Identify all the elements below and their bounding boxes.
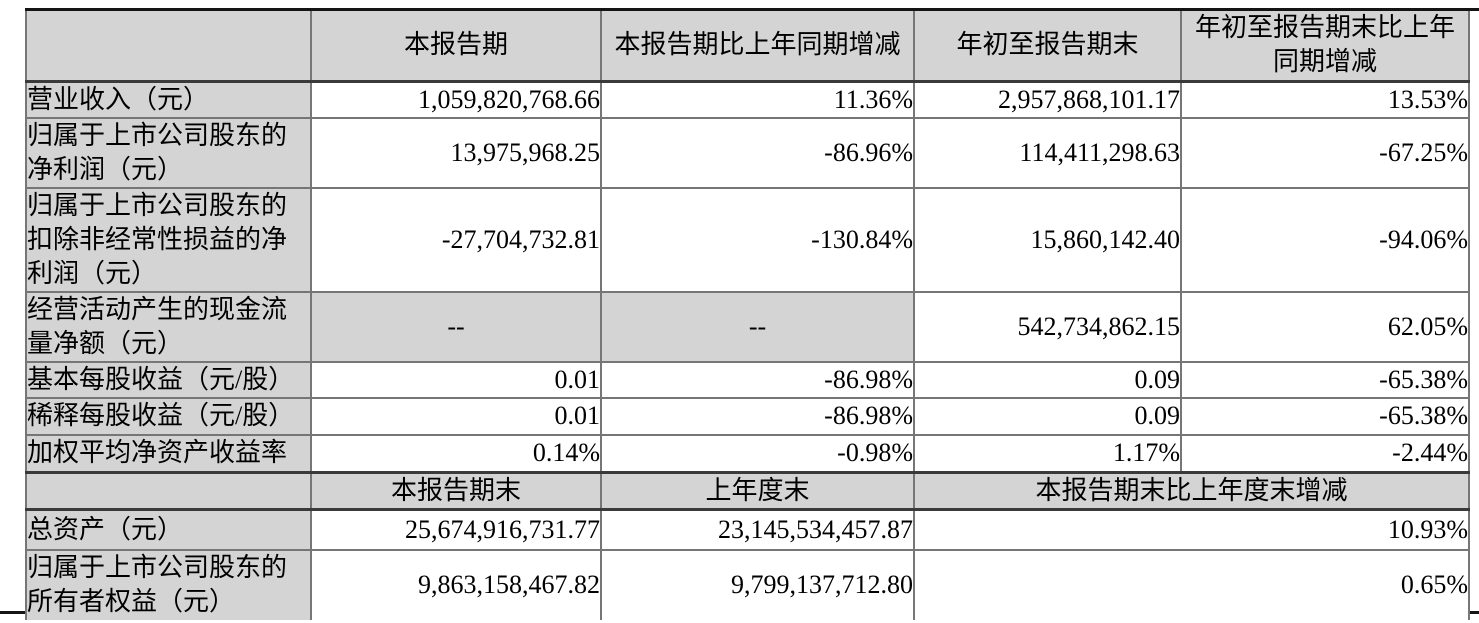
header-current-period: 本报告期: [310, 11, 602, 82]
label-line: 所有者权益（元）: [27, 587, 236, 616]
label-line: 净利润（元）: [27, 154, 184, 184]
row-label: 归属于上市公司股东的 所有者权益（元）: [25, 548, 312, 620]
cell-yoy-change: -86.98%: [600, 396, 915, 436]
cell-change-vs-prev-year-end: 10.93%: [913, 508, 1470, 551]
cell-current-period: -27,704,732.81: [310, 186, 602, 293]
header-line: 同期增减: [1272, 47, 1377, 77]
label-line: 归属于上市公司股东的: [27, 553, 288, 582]
header-empty-cell: [25, 471, 312, 511]
row-label: 总资产（元）: [25, 508, 312, 551]
row-basic-eps: 基本每股收益（元/股） 0.01 -86.98% 0.09 -65.38%: [25, 360, 1470, 399]
label-line: 量净额（元）: [27, 328, 184, 358]
cell-current-period: 0.01: [310, 360, 602, 399]
label-line: 营业收入（元）: [27, 84, 210, 114]
cell-ytd-yoy-change: 13.53%: [1180, 79, 1470, 119]
header-ytd: 年初至报告期末: [913, 11, 1182, 82]
cell-ytd-yoy-change: -2.44%: [1180, 433, 1470, 474]
cell-current-period: 13,975,968.25: [310, 116, 602, 189]
cell-current-period-na: --: [310, 290, 602, 363]
cell-ytd-yoy-change: -94.06%: [1180, 186, 1470, 293]
cell-ytd: 0.09: [913, 360, 1182, 399]
cell-period-end: 9,863,158,467.82: [310, 548, 602, 620]
label-line: 归属于上市公司股东的: [27, 120, 288, 150]
cell-ytd-yoy-change: -65.38%: [1180, 360, 1470, 399]
cell-yoy-change: -86.98%: [600, 360, 915, 399]
cell-current-period: 0.01: [310, 396, 602, 436]
cell-ytd: 542,734,862.15: [913, 290, 1182, 363]
header-empty-cell: [25, 11, 312, 82]
label-line: 归属于上市公司股东的: [27, 190, 288, 220]
row-label: 营业收入（元）: [25, 79, 312, 119]
cell-ytd-yoy-change: -65.38%: [1180, 396, 1470, 436]
cell-ytd: 15,860,142.40: [913, 186, 1182, 293]
cell-yoy-change-na: --: [600, 290, 915, 363]
label-line: 加权平均净资产收益率: [27, 438, 288, 468]
cell-yoy-change: -130.84%: [600, 186, 915, 293]
cell-yoy-change: 11.36%: [600, 79, 915, 119]
row-label: 归属于上市公司股东的 扣除非经常性损益的净 利润（元）: [25, 186, 312, 293]
row-label: 基本每股收益（元/股）: [25, 360, 312, 399]
cell-current-period: 0.14%: [310, 433, 602, 474]
header-change-vs-prev-year-end: 本报告期末比上年度末增减: [913, 471, 1470, 511]
cell-prev-year-end: 23,145,534,457.87: [600, 508, 915, 551]
header-period-end: 本报告期末: [310, 471, 602, 511]
row-label: 归属于上市公司股东的 净利润（元）: [25, 116, 312, 189]
label-line: 扣除非经常性损益的净: [27, 224, 288, 254]
cell-period-end: 25,674,916,731.77: [310, 508, 602, 551]
header-yoy-change: 本报告期比上年同期增减: [600, 11, 915, 82]
row-shareholders-equity: 归属于上市公司股东的 所有者权益（元） 9,863,158,467.82 9,7…: [25, 548, 1470, 620]
financial-summary-table: 本报告期 本报告期比上年同期增减 年初至报告期末 年初至报告期末比上年 同期增减…: [25, 11, 1470, 620]
header-row-1: 本报告期 本报告期比上年同期增减 年初至报告期末 年初至报告期末比上年 同期增减: [25, 11, 1470, 82]
label-line: 总资产（元）: [27, 514, 184, 544]
label-line: 利润（元）: [27, 258, 158, 288]
row-label: 稀释每股收益（元/股）: [25, 396, 312, 436]
cell-ytd: 0.09: [913, 396, 1182, 436]
cell-yoy-change: -0.98%: [600, 433, 915, 474]
row-operating-revenue: 营业收入（元） 1,059,820,768.66 11.36% 2,957,86…: [25, 79, 1470, 119]
header-prev-year-end: 上年度末: [600, 471, 915, 511]
cell-change-vs-prev-year-end: 0.65%: [913, 548, 1470, 620]
cell-ytd-yoy-change: 62.05%: [1180, 290, 1470, 363]
header-ytd-yoy-change: 年初至报告期末比上年 同期增减: [1180, 11, 1470, 82]
cell-current-period: 1,059,820,768.66: [310, 79, 602, 119]
cell-prev-year-end: 9,799,137,712.80: [600, 548, 915, 620]
cell-ytd-yoy-change: -67.25%: [1180, 116, 1470, 189]
row-label: 加权平均净资产收益率: [25, 433, 312, 474]
row-net-profit: 归属于上市公司股东的 净利润（元） 13,975,968.25 -86.96% …: [25, 116, 1470, 189]
row-diluted-eps: 稀释每股收益（元/股） 0.01 -86.98% 0.09 -65.38%: [25, 396, 1470, 436]
row-weighted-avg-roe: 加权平均净资产收益率 0.14% -0.98% 1.17% -2.44%: [25, 433, 1470, 474]
header-line: 年初至报告期末比上年: [1194, 13, 1455, 43]
label-line: 稀释每股收益（元/股）: [27, 401, 295, 430]
cell-ytd: 2,957,868,101.17: [913, 79, 1182, 119]
row-operating-cash-flow: 经营活动产生的现金流 量净额（元） -- -- 542,734,862.15 6…: [25, 290, 1470, 363]
cell-yoy-change: -86.96%: [600, 116, 915, 189]
header-row-2: 本报告期末 上年度末 本报告期末比上年度末增减: [25, 471, 1470, 511]
label-line: 基本每股收益（元/股）: [27, 364, 295, 394]
row-net-profit-excl-nonrecurring: 归属于上市公司股东的 扣除非经常性损益的净 利润（元） -27,704,732.…: [25, 186, 1470, 293]
table-top-rule: [25, 8, 1479, 11]
cell-ytd: 114,411,298.63: [913, 116, 1182, 189]
row-total-assets: 总资产（元） 25,674,916,731.77 23,145,534,457.…: [25, 508, 1470, 551]
label-line: 经营活动产生的现金流: [27, 294, 288, 324]
row-label: 经营活动产生的现金流 量净额（元）: [25, 290, 312, 363]
cell-ytd: 1.17%: [913, 433, 1182, 474]
